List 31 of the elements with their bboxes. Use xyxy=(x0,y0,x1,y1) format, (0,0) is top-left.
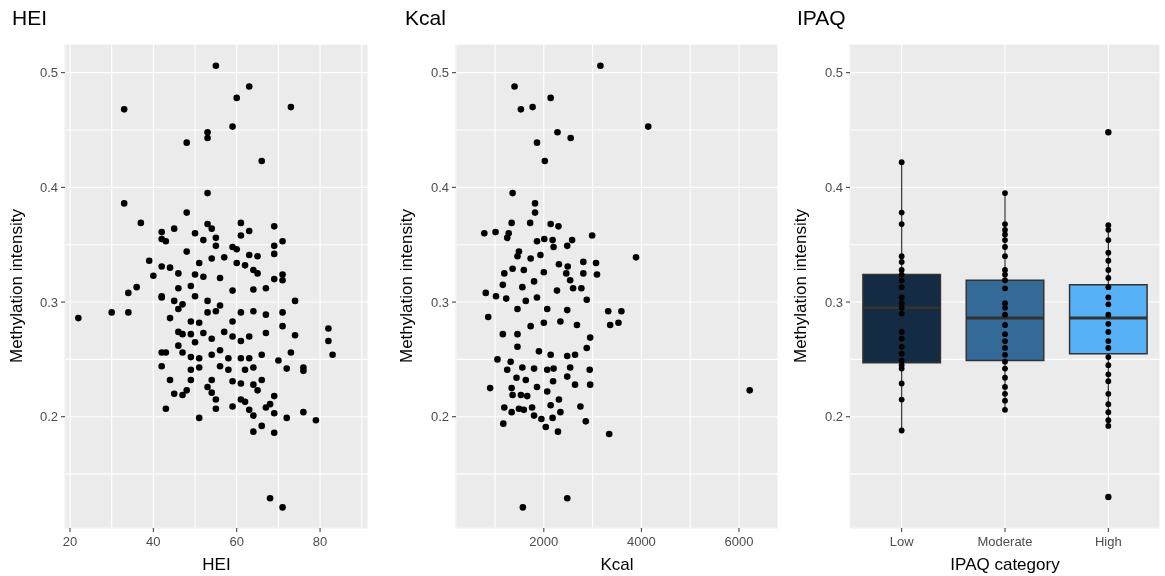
y-axis-title: Methylation intensity xyxy=(791,208,810,364)
x-tick-label: 60 xyxy=(229,534,244,549)
x-tick-label: 2000 xyxy=(529,534,559,549)
x-tick-label: 40 xyxy=(146,534,161,549)
chart-title: Kcal xyxy=(405,6,446,30)
y-axis-title: Methylation intensity xyxy=(397,208,416,364)
y-tick-label: 0.3 xyxy=(824,294,843,310)
chart-title: IPAQ xyxy=(797,6,846,30)
y-tick-label: 0.5 xyxy=(39,65,58,81)
y-tick-label: 0.4 xyxy=(39,179,58,195)
y-tick-label: 0.4 xyxy=(824,179,843,195)
x-tick-label: 6000 xyxy=(724,534,754,549)
y-axis-title: Methylation intensity xyxy=(7,208,26,364)
x-axis-title: HEI xyxy=(202,555,231,574)
y-tick-label: 0.3 xyxy=(430,294,449,310)
y-tick-label: 0.3 xyxy=(39,294,58,310)
x-tick-label: 80 xyxy=(312,534,328,549)
y-tick-label: 0.2 xyxy=(430,409,449,425)
x-tick-label: 20 xyxy=(62,534,78,549)
x-tick-label: Low xyxy=(889,534,915,549)
x-axis-title: Kcal xyxy=(600,555,634,574)
chart-title: HEI xyxy=(12,6,48,30)
y-tick-label: 0.2 xyxy=(824,409,843,425)
x-tick-label: Moderate xyxy=(977,534,1033,549)
x-tick-label: 4000 xyxy=(626,534,656,549)
y-tick-label: 0.5 xyxy=(430,65,449,81)
y-tick-label: 0.5 xyxy=(824,65,843,81)
y-tick-label: 0.4 xyxy=(430,179,449,195)
x-tick-label: High xyxy=(1094,534,1122,549)
x-axis-title: IPAQ category xyxy=(950,555,1061,574)
y-tick-label: 0.2 xyxy=(39,409,58,425)
